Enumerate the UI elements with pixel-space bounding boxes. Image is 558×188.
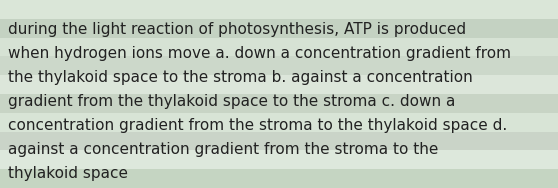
Bar bbox=[0, 113, 558, 132]
Bar bbox=[0, 150, 558, 169]
Text: the thylakoid space to the stroma b. against a concentration: the thylakoid space to the stroma b. aga… bbox=[8, 70, 473, 85]
Bar bbox=[0, 19, 558, 38]
Text: thylakoid space: thylakoid space bbox=[8, 166, 128, 181]
Text: concentration gradient from the stroma to the thylakoid space d.: concentration gradient from the stroma t… bbox=[8, 118, 507, 133]
Text: against a concentration gradient from the stroma to the: against a concentration gradient from th… bbox=[8, 142, 439, 157]
Bar bbox=[0, 94, 558, 113]
Text: gradient from the thylakoid space to the stroma c. down a: gradient from the thylakoid space to the… bbox=[8, 94, 455, 109]
Bar bbox=[0, 0, 558, 19]
Bar bbox=[0, 75, 558, 94]
Bar bbox=[0, 132, 558, 150]
Bar bbox=[0, 38, 558, 56]
Text: when hydrogen ions move a. down a concentration gradient from: when hydrogen ions move a. down a concen… bbox=[8, 46, 511, 61]
Bar bbox=[0, 169, 558, 188]
Text: during the light reaction of photosynthesis, ATP is produced: during the light reaction of photosynthe… bbox=[8, 22, 466, 37]
Bar bbox=[0, 56, 558, 75]
